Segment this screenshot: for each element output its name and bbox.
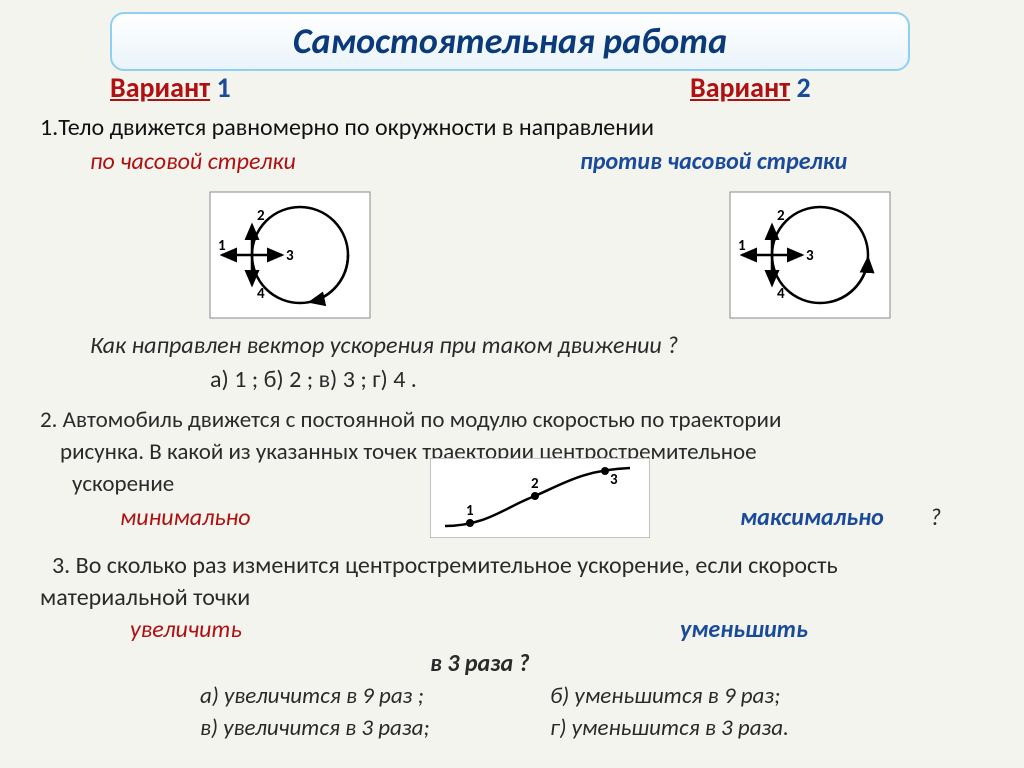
svg-text:2: 2 <box>777 207 785 225</box>
q3-option-d: г) уменьшится в 3 раза. <box>550 714 789 744</box>
q1-direction-v2: против часовой стрелки <box>580 146 847 177</box>
title-box: Самостоятельная работа <box>110 12 910 71</box>
q2-min-label: минимально <box>120 502 251 533</box>
circle-diagram-v1: 1 2 3 4 <box>200 190 380 320</box>
svg-text:1: 1 <box>466 502 474 520</box>
variant-1-num: 1 <box>210 70 231 105</box>
q3-option-b: б) уменьшится в 9 раз; <box>550 682 780 712</box>
svg-text:1: 1 <box>218 237 226 255</box>
svg-text:4: 4 <box>257 285 265 303</box>
q2-qmark: ? <box>930 502 941 533</box>
variant-2-num: 2 <box>790 70 811 105</box>
q1-question: Как направлен вектор ускорения при таком… <box>90 330 678 361</box>
variant-1-header: Вариант 1 <box>110 70 231 106</box>
page-title: Самостоятельная работа <box>293 19 727 63</box>
q1-options: а) 1 ; б) 2 ; в) 3 ; г) 4 . <box>210 364 417 395</box>
variant-2-label: Вариант <box>690 70 790 105</box>
q2-line3: ускорение <box>72 470 174 500</box>
q3-option-c: в) увеличится в 3 раза; <box>200 714 430 744</box>
q1-direction-v1: по часовой стрелки <box>90 146 296 177</box>
svg-text:3: 3 <box>610 471 618 489</box>
q3-increase-label: увеличить <box>130 614 242 645</box>
q2-max-label: максимально <box>740 502 884 533</box>
q3-option-a: а) увеличится в 9 раз ; <box>200 682 424 712</box>
q3-line2: материальной точки <box>40 582 250 613</box>
q3-line1: 3. Во сколько раз изменится центростреми… <box>52 550 984 581</box>
svg-text:3: 3 <box>286 247 294 265</box>
svg-text:1: 1 <box>738 237 746 255</box>
svg-text:4: 4 <box>777 285 785 303</box>
svg-text:2: 2 <box>531 475 539 493</box>
circle-diagram-v2: 1 2 3 4 <box>720 190 900 320</box>
svg-text:3: 3 <box>806 247 814 265</box>
q1-stem: 1.Тело движется равномерно по окружности… <box>40 112 984 143</box>
q3-decrease-label: уменьшить <box>680 614 808 645</box>
svg-text:2: 2 <box>257 207 265 225</box>
trajectory-diagram: 1 2 3 <box>430 458 650 538</box>
variant-2-header: Вариант 2 <box>690 70 811 106</box>
q2-line1: 2. Автомобиль движется с постоянной по м… <box>40 406 984 436</box>
q3-times: в 3 раза ? <box>430 648 530 679</box>
variant-1-label: Вариант <box>110 70 210 105</box>
q2-line2: рисунка. В какой из указанных точек трае… <box>60 438 757 468</box>
